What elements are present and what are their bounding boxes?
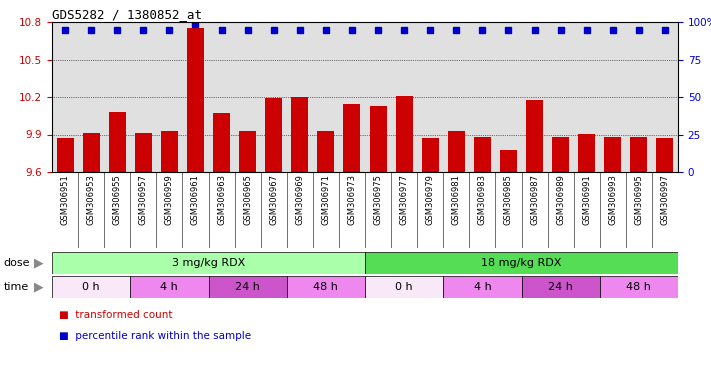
Text: GSM306979: GSM306979 (426, 174, 434, 225)
Text: GDS5282 / 1380852_at: GDS5282 / 1380852_at (52, 8, 202, 21)
Bar (239, 131, 256, 172)
Bar (578, 134, 595, 172)
Text: dose: dose (4, 258, 30, 268)
Bar (343, 104, 360, 172)
Text: 48 h: 48 h (314, 282, 338, 292)
Text: 24 h: 24 h (548, 282, 573, 292)
Bar (521, 276, 600, 298)
Bar (287, 276, 365, 298)
Text: 4 h: 4 h (474, 282, 491, 292)
Text: GSM306955: GSM306955 (113, 174, 122, 225)
Bar (365, 252, 678, 274)
Text: GSM306983: GSM306983 (478, 174, 487, 225)
Bar (317, 131, 334, 172)
Bar (552, 137, 569, 172)
Text: GSM306959: GSM306959 (165, 174, 174, 225)
Text: GSM306961: GSM306961 (191, 174, 200, 225)
Text: GSM306989: GSM306989 (556, 174, 565, 225)
Bar (187, 28, 204, 172)
Text: GSM306973: GSM306973 (348, 174, 356, 225)
Text: GSM306967: GSM306967 (269, 174, 278, 225)
Text: 3 mg/kg RDX: 3 mg/kg RDX (172, 258, 245, 268)
Text: GSM306953: GSM306953 (87, 174, 95, 225)
Text: GSM306995: GSM306995 (634, 174, 643, 225)
Bar (213, 113, 230, 172)
Text: ■  percentile rank within the sample: ■ percentile rank within the sample (59, 331, 251, 341)
Text: GSM306975: GSM306975 (373, 174, 383, 225)
Text: GSM306951: GSM306951 (60, 174, 70, 225)
Text: GSM306971: GSM306971 (321, 174, 331, 225)
Bar (526, 99, 543, 172)
Bar (604, 137, 621, 172)
Text: time: time (4, 282, 29, 292)
Bar (656, 138, 673, 172)
Bar (422, 138, 439, 172)
Text: 24 h: 24 h (235, 282, 260, 292)
Text: GSM306997: GSM306997 (661, 174, 670, 225)
Bar (474, 137, 491, 172)
Bar (130, 276, 208, 298)
Text: ■  transformed count: ■ transformed count (59, 310, 173, 320)
Bar (631, 137, 647, 172)
Text: ▶: ▶ (34, 280, 44, 293)
Text: GSM306963: GSM306963 (217, 174, 226, 225)
Bar (82, 133, 100, 172)
Bar (395, 96, 412, 172)
Bar (52, 252, 365, 274)
Bar (600, 276, 678, 298)
Text: 4 h: 4 h (161, 282, 178, 292)
Bar (161, 131, 178, 172)
Text: GSM306993: GSM306993 (609, 174, 617, 225)
Bar (365, 276, 443, 298)
Text: GSM306977: GSM306977 (400, 174, 409, 225)
Text: 0 h: 0 h (82, 282, 100, 292)
Bar (292, 97, 309, 172)
Text: ▶: ▶ (34, 257, 44, 270)
Text: GSM306957: GSM306957 (139, 174, 148, 225)
Text: 18 mg/kg RDX: 18 mg/kg RDX (481, 258, 562, 268)
Bar (135, 133, 151, 172)
Bar (443, 276, 521, 298)
Bar (265, 98, 282, 172)
Text: 0 h: 0 h (395, 282, 413, 292)
Bar (370, 106, 387, 172)
Bar (57, 138, 73, 172)
Text: 48 h: 48 h (626, 282, 651, 292)
Bar (500, 149, 517, 172)
Text: GSM306965: GSM306965 (243, 174, 252, 225)
Bar (208, 276, 287, 298)
Bar (52, 276, 130, 298)
Text: GSM306969: GSM306969 (295, 174, 304, 225)
Bar (109, 112, 126, 172)
Bar (448, 131, 465, 172)
Text: GSM306985: GSM306985 (504, 174, 513, 225)
Text: GSM306991: GSM306991 (582, 174, 592, 225)
Text: GSM306987: GSM306987 (530, 174, 539, 225)
Text: GSM306981: GSM306981 (451, 174, 461, 225)
